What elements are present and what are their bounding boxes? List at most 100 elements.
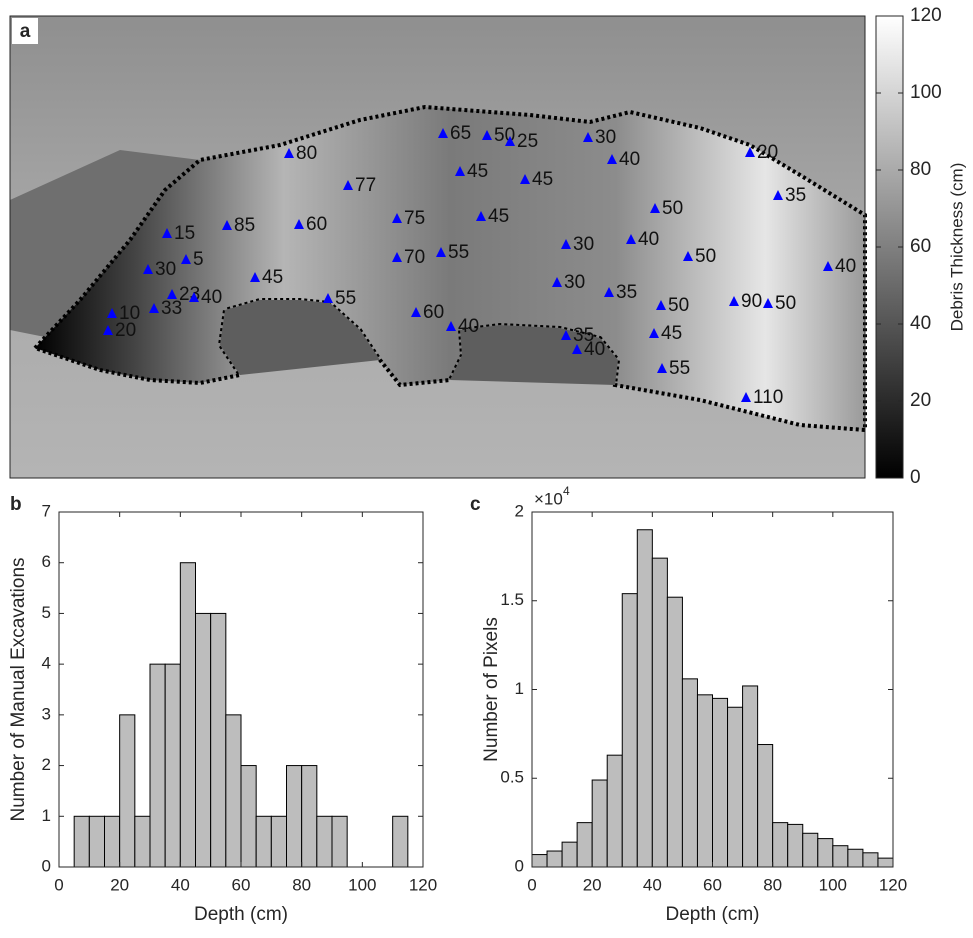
sample-label: 77: [355, 175, 376, 196]
x-tick-label: 120: [409, 875, 437, 894]
bar: [196, 613, 211, 867]
sample-label: 70: [404, 247, 425, 268]
colorbar-tick-label: 0: [910, 467, 921, 488]
y-tick-label: 2: [42, 755, 51, 774]
colorbar-label: Debris Thickness (cm): [947, 163, 966, 332]
x-axis-label: Depth (cm): [666, 904, 760, 925]
y-tick-label: 2: [515, 501, 524, 520]
sample-label: 45: [488, 206, 509, 227]
bar: [697, 695, 712, 867]
sample-label: 30: [573, 234, 594, 255]
bar: [287, 766, 302, 867]
panel-label: a: [20, 21, 31, 42]
sample-label: 20: [115, 320, 136, 341]
figure: a Debris Thickness (cm) 6550253080402077…: [0, 0, 973, 938]
sample-label: 45: [661, 323, 682, 344]
bar: [256, 816, 271, 867]
bar: [271, 816, 286, 867]
sample-label: 20: [757, 142, 778, 163]
x-tick-label: 0: [54, 875, 63, 894]
sample-label: 40: [835, 256, 856, 277]
sample-label: 40: [638, 229, 659, 250]
bar: [135, 816, 150, 867]
sample-label: 90: [741, 291, 762, 312]
y-tick-label: 5: [42, 603, 51, 622]
colorbar-tick-label: 40: [910, 313, 931, 334]
y-axis-label: Number of Manual Excavations: [8, 557, 29, 821]
x-tick-label: 80: [763, 875, 782, 894]
panel-label: c: [470, 494, 481, 515]
sample-label: 55: [335, 288, 356, 309]
bar: [74, 816, 89, 867]
y-tick-label: 1.5: [500, 590, 524, 609]
sample-label: 65: [450, 123, 471, 144]
bar: [728, 707, 743, 867]
bar: [332, 816, 347, 867]
bar: [165, 664, 180, 867]
panel-label: b: [10, 494, 22, 515]
bar: [562, 842, 577, 867]
sample-label: 45: [467, 161, 488, 182]
y-tick-label: 0: [515, 856, 524, 875]
x-tick-label: 20: [110, 875, 129, 894]
y-tick-label: 1: [42, 806, 51, 825]
bar: [758, 745, 773, 867]
sample-label: 35: [785, 185, 806, 206]
bar: [393, 816, 408, 867]
sample-label: 55: [669, 358, 690, 379]
bar: [547, 851, 562, 867]
x-tick-label: 60: [232, 875, 251, 894]
colorbar-tick-label: 80: [910, 159, 931, 180]
x-tick-label: 0: [527, 875, 536, 894]
sample-label: 50: [695, 246, 716, 267]
colorbar-tick-label: 100: [910, 82, 942, 103]
bar: [180, 563, 195, 867]
y-tick-label: 7: [42, 501, 51, 520]
bar: [120, 715, 135, 867]
sample-label: 33: [161, 298, 182, 319]
sample-label: 80: [296, 143, 317, 164]
x-tick-label: 120: [879, 875, 907, 894]
bar: [317, 816, 332, 867]
bar: [302, 766, 317, 867]
bar: [743, 686, 758, 867]
y-tick-label: 0.5: [500, 768, 524, 787]
sample-label: 40: [619, 149, 640, 170]
bar: [532, 855, 547, 867]
sample-label: 35: [616, 282, 637, 303]
sample-label: 45: [262, 267, 283, 288]
sample-label: 60: [306, 214, 327, 235]
sample-label: 30: [595, 127, 616, 148]
bar: [211, 613, 226, 867]
bar: [241, 766, 256, 867]
sample-label: 60: [423, 302, 444, 323]
sample-label: 40: [584, 339, 605, 360]
bar: [592, 780, 607, 867]
x-tick-label: 40: [171, 875, 190, 894]
bar: [577, 823, 592, 867]
sample-label: 30: [155, 259, 176, 280]
bar: [89, 816, 104, 867]
bar: [803, 833, 818, 867]
sample-label: 55: [448, 242, 469, 263]
sample-label: 75: [404, 208, 425, 229]
sample-label: 40: [458, 316, 479, 337]
bar: [773, 823, 788, 867]
sample-label: 25: [517, 131, 538, 152]
sample-label: 50: [775, 293, 796, 314]
y-axis-label: Number of Pixels: [481, 617, 502, 762]
x-axis-label: Depth (cm): [194, 904, 288, 925]
y-multiplier-exponent: 4: [563, 484, 570, 498]
x-tick-label: 100: [348, 875, 376, 894]
bar: [667, 597, 682, 867]
sample-label: 40: [201, 287, 222, 308]
colorbar-tick-label: 60: [910, 236, 931, 257]
bar: [652, 558, 667, 867]
bar: [713, 698, 728, 867]
bar: [150, 664, 165, 867]
x-tick-label: 100: [819, 875, 847, 894]
sample-label: 110: [753, 387, 783, 408]
bar: [637, 530, 652, 867]
y-tick-label: 4: [42, 654, 51, 673]
colorbar-tick-label: 120: [910, 5, 942, 26]
